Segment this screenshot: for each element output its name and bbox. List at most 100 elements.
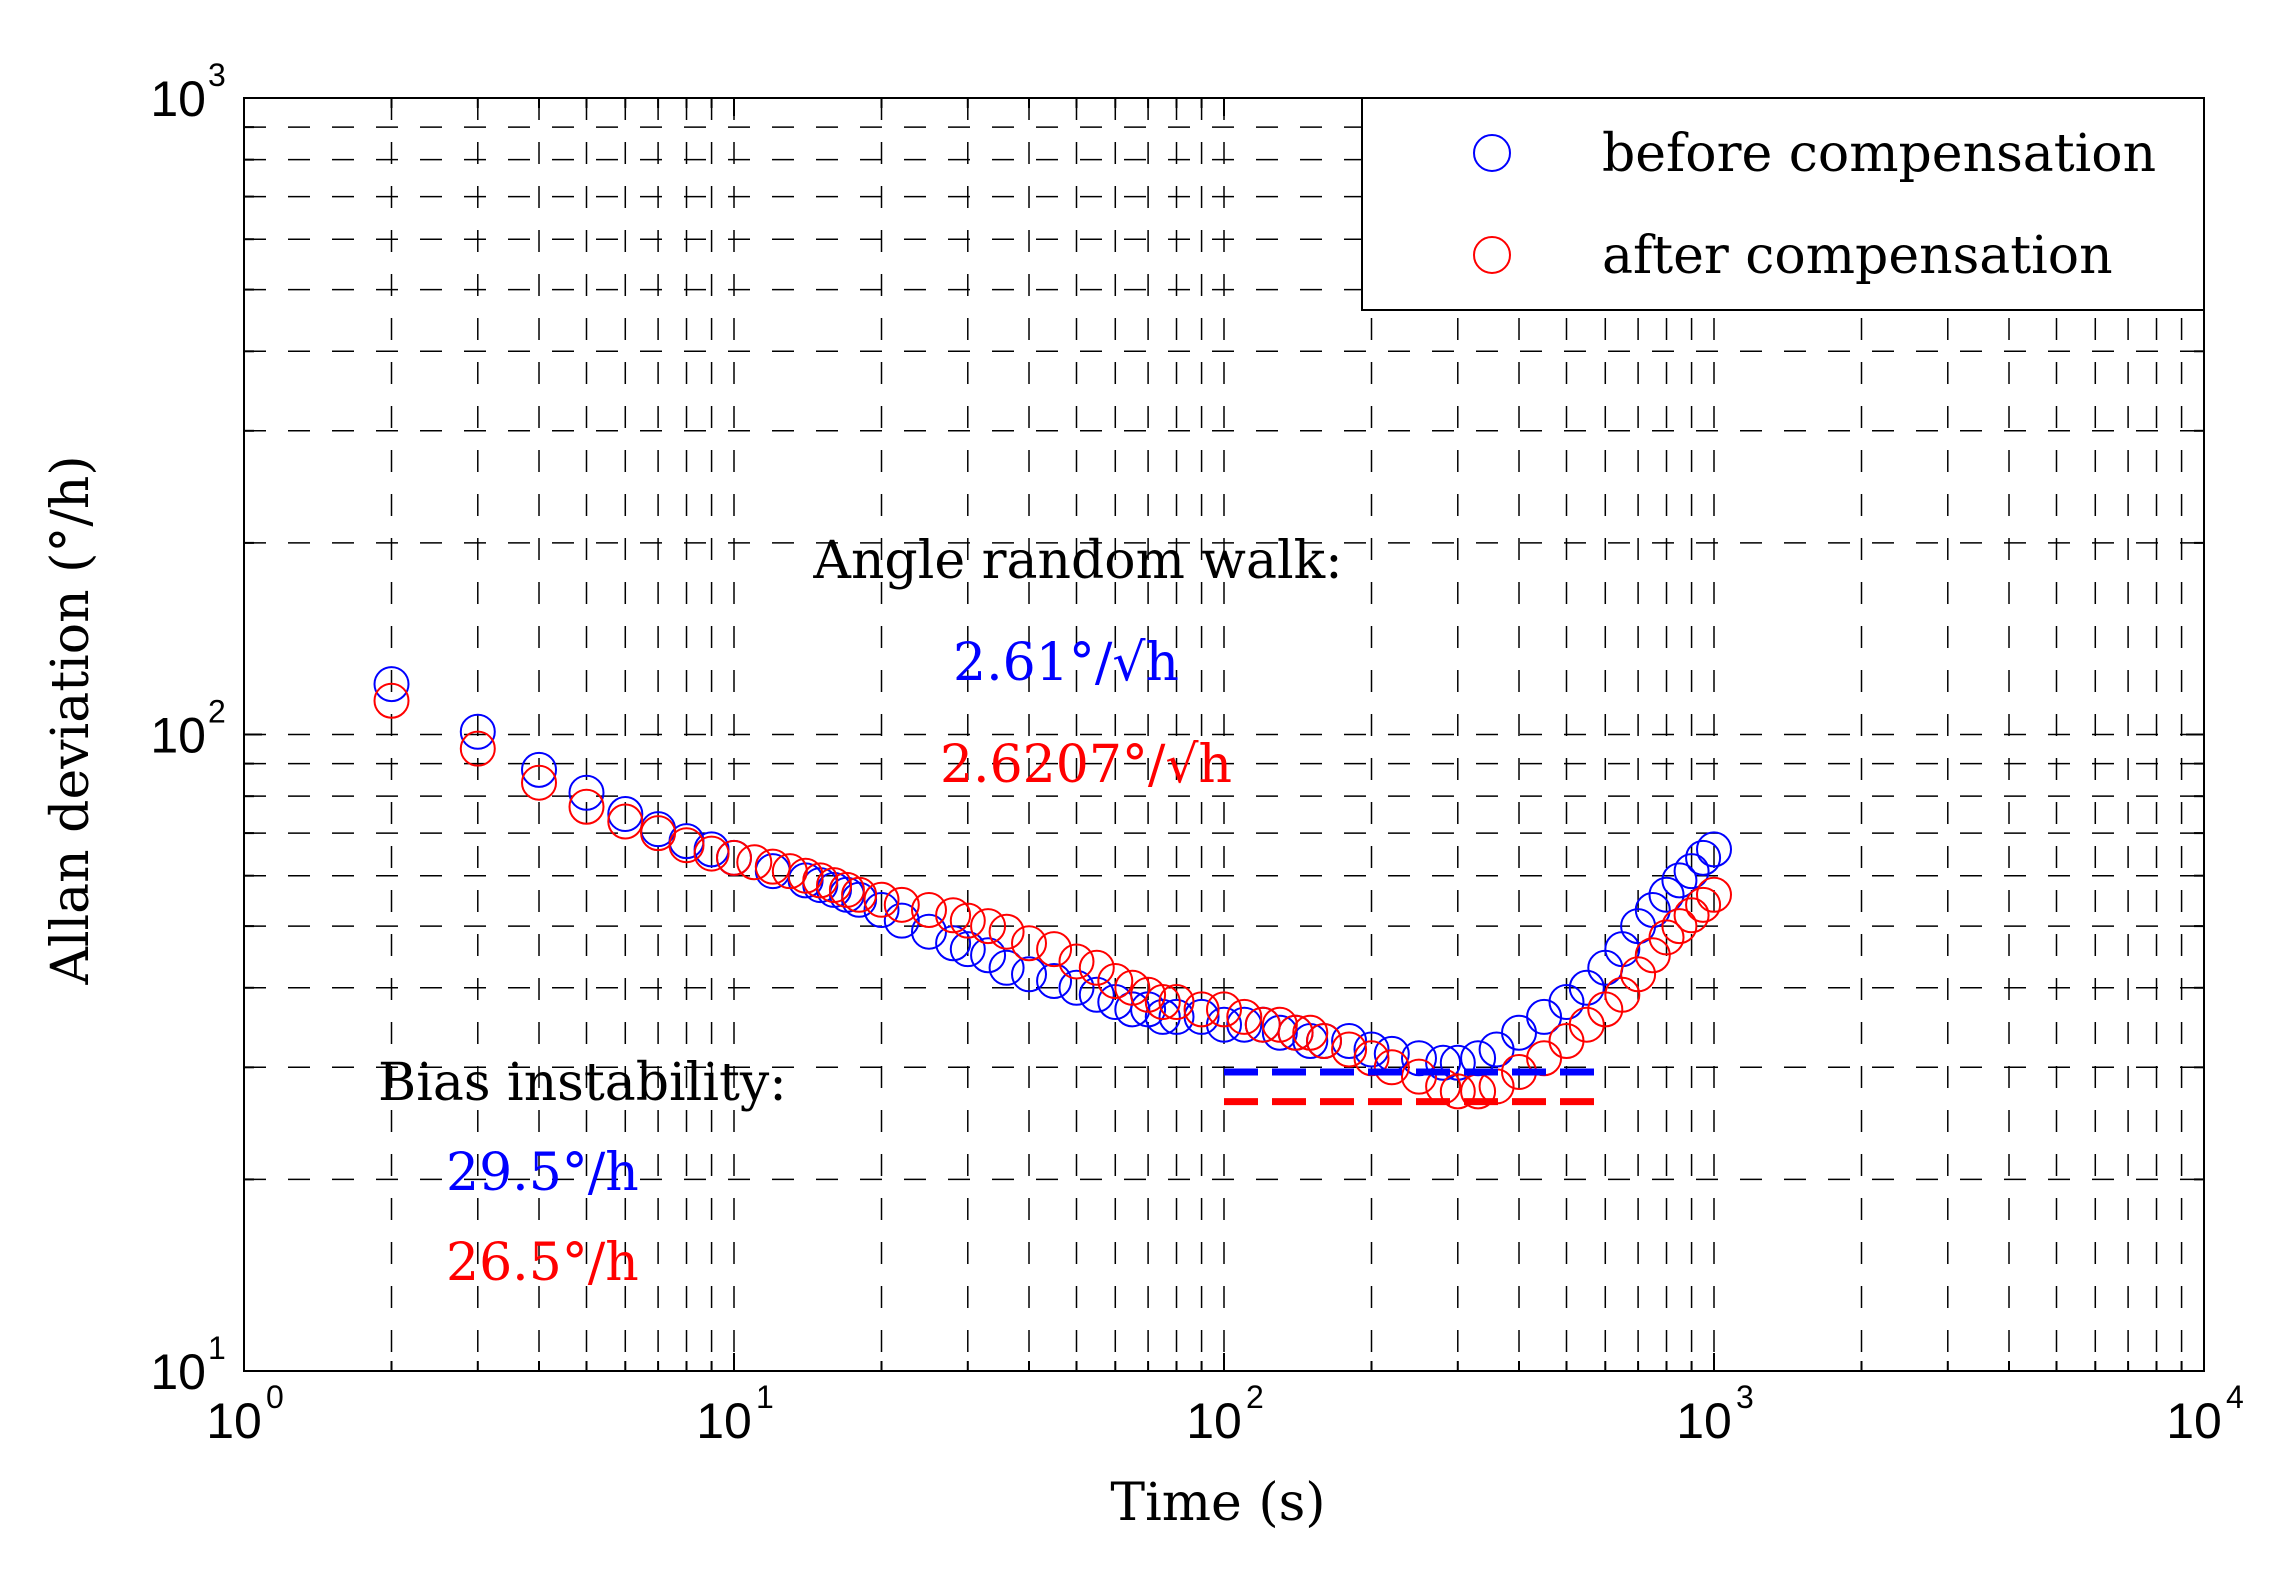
data-point [716,839,752,876]
x-axis-tick-labels: 10 0 10 1 10 2 10 3 10 4 [206,1379,2244,1449]
bias-after-value: 26.5°/h [446,1233,639,1293]
data-point [935,897,972,934]
data-point [1226,1006,1263,1043]
data-point [1058,969,1095,1006]
data-point [1144,983,1181,1020]
data-point [1661,862,1698,899]
data-point [1036,931,1073,968]
data-point [1568,1006,1605,1043]
data-point [459,713,496,750]
data-point [883,886,920,923]
data-point [521,764,558,801]
data-point [1277,1014,1314,1051]
data-point [883,902,920,939]
data-point [802,862,839,899]
legend-marker-before [1473,134,1511,172]
x-tick-label: 10 [2166,1393,2222,1449]
data-point [841,876,878,913]
data-point [1400,1058,1437,1095]
data-point [1158,983,1195,1020]
data-point [607,796,644,833]
grid-lines [244,98,2204,1371]
data-point [1114,991,1151,1028]
legend-marker-after [1473,236,1511,274]
data-point [1648,876,1685,913]
bias-reference-lines [1224,1068,1606,1106]
y-axis-label: Allan deviation (°/h) [41,455,101,985]
data-point [568,774,605,811]
data-point [1634,937,1671,974]
data-point [1661,908,1698,945]
x-tick-exponent: 4 [2226,1379,2244,1415]
arw-before-value: 2.61°/√h [953,633,1179,693]
data-point [459,730,496,767]
y-tick-exponent: 1 [208,1330,226,1366]
x-tick-label: 10 [206,1393,262,1449]
data-point [1425,1044,1462,1081]
data-point [988,913,1025,950]
data-point [1261,1014,1298,1051]
data-point [1144,998,1181,1035]
data-point [1685,886,1722,923]
legend-label-before: before compensation [1602,124,2156,184]
data-point [1011,925,1048,962]
data-point [970,908,1007,945]
data-point [1261,1006,1298,1043]
data-point [988,949,1025,986]
data-point [1526,998,1563,1035]
bias-before-value: 29.5°/h [446,1143,639,1203]
data-point [1331,1022,1368,1059]
x-tick-label: 10 [1186,1393,1242,1449]
data-point [373,666,410,703]
x-tick-label: 10 [696,1393,752,1449]
data-point [1548,983,1585,1020]
y-tick-label: 10 [150,1344,206,1400]
data-point [1206,991,1242,1028]
legend: before compensation after compensation [1361,97,2205,311]
data-point [1097,962,1134,999]
data-point [1306,1022,1343,1059]
y-tick-exponent: 3 [208,57,226,93]
data-point [1696,876,1732,913]
series-after [373,682,1732,1110]
data-point [1011,956,1048,993]
data-point [1036,962,1073,999]
arw-after-value: 2.6207°/√h [940,735,1232,795]
y-tick-label: 10 [150,708,206,764]
data-point [910,891,947,928]
data-point [568,788,605,825]
y-tick-exponent: 2 [208,694,226,730]
data-point [736,844,773,881]
data-point [1620,956,1657,993]
data-point [373,682,410,719]
legend-box [1361,97,2205,311]
data-point [935,925,972,962]
data-point [1183,991,1220,1028]
x-axis-label: Time (s) [1110,1473,1325,1533]
data-point [1058,943,1095,980]
data-series [373,666,1732,1110]
x-tick-exponent: 3 [1736,1379,1754,1415]
data-point [1353,1031,1390,1068]
x-tick-exponent: 1 [756,1379,774,1415]
data-point [1226,998,1263,1035]
data-point [787,857,824,894]
data-point [1078,976,1115,1013]
data-point [970,937,1007,974]
legend-label-after: after compensation [1602,226,2113,286]
data-point [949,902,986,939]
data-point [1673,853,1710,890]
data-point [1439,1073,1476,1110]
data-point [949,931,986,968]
x-tick-exponent: 0 [266,1379,284,1415]
data-point [1696,831,1732,868]
data-point [1373,1049,1410,1086]
data-point [668,827,705,864]
data-point [1673,897,1710,934]
data-point [1331,1031,1368,1068]
data-point [1158,998,1195,1035]
x-tick-exponent: 2 [1246,1379,1264,1415]
data-point [863,881,900,918]
